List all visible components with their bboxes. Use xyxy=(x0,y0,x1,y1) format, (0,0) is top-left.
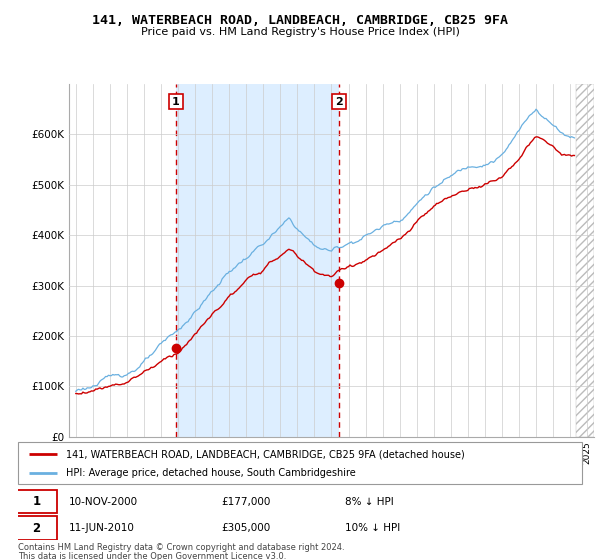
Text: Contains HM Land Registry data © Crown copyright and database right 2024.: Contains HM Land Registry data © Crown c… xyxy=(18,543,344,552)
FancyBboxPatch shape xyxy=(15,490,58,514)
Text: 141, WATERBEACH ROAD, LANDBEACH, CAMBRIDGE, CB25 9FA: 141, WATERBEACH ROAD, LANDBEACH, CAMBRID… xyxy=(92,14,508,27)
Text: Price paid vs. HM Land Registry's House Price Index (HPI): Price paid vs. HM Land Registry's House … xyxy=(140,27,460,37)
Text: 8% ↓ HPI: 8% ↓ HPI xyxy=(345,497,394,507)
Text: 1: 1 xyxy=(32,495,40,508)
Text: £177,000: £177,000 xyxy=(221,497,271,507)
Text: HPI: Average price, detached house, South Cambridgeshire: HPI: Average price, detached house, Sout… xyxy=(66,468,356,478)
Text: 10% ↓ HPI: 10% ↓ HPI xyxy=(345,523,400,533)
Bar xyxy=(176,84,339,437)
Text: £305,000: £305,000 xyxy=(221,523,270,533)
Text: 2: 2 xyxy=(335,97,343,106)
Text: 2: 2 xyxy=(32,522,40,535)
Text: 141, WATERBEACH ROAD, LANDBEACH, CAMBRIDGE, CB25 9FA (detached house): 141, WATERBEACH ROAD, LANDBEACH, CAMBRID… xyxy=(66,449,464,459)
Text: 11-JUN-2010: 11-JUN-2010 xyxy=(69,523,134,533)
Text: This data is licensed under the Open Government Licence v3.0.: This data is licensed under the Open Gov… xyxy=(18,552,286,560)
Bar xyxy=(576,84,594,437)
FancyBboxPatch shape xyxy=(18,442,582,484)
Text: 1: 1 xyxy=(172,97,180,106)
Text: 10-NOV-2000: 10-NOV-2000 xyxy=(69,497,138,507)
FancyBboxPatch shape xyxy=(15,516,58,540)
